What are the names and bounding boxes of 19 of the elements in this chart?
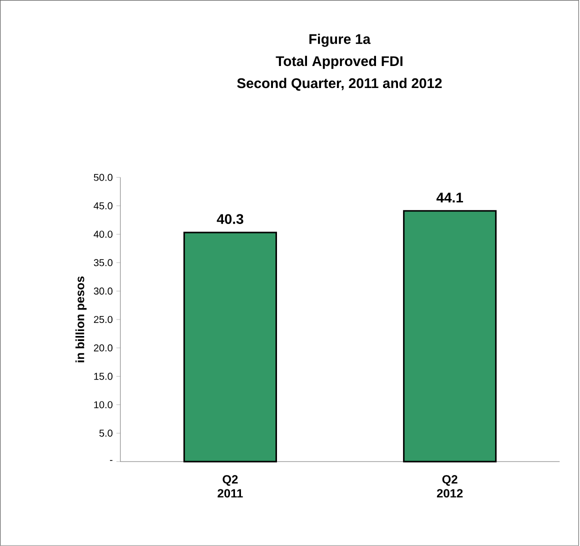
y-tick-label: 35.0 xyxy=(94,259,112,266)
y-tick-label: 5.0 xyxy=(99,430,112,437)
y-tick-label: 40.0 xyxy=(94,230,112,238)
data-label: 40.3 xyxy=(216,214,244,224)
y-axis-title: in billion pesos xyxy=(75,276,87,362)
y-tick-label: 45.0 xyxy=(94,202,112,210)
x-tick-label: Q2 2011 xyxy=(218,475,243,498)
y-tick-label: 25.0 xyxy=(94,316,112,324)
chart-title: Figure 1a xyxy=(309,34,371,47)
y-tick-label: - xyxy=(110,460,112,461)
data-label: 44.1 xyxy=(436,192,464,202)
y-tick-label: 20.0 xyxy=(94,344,112,352)
text: Second Quarter, 2011 and 2012 xyxy=(237,78,442,91)
chart-subtitle: Total Approved FDI xyxy=(276,56,402,69)
y-tick-label: 50.0 xyxy=(94,174,112,181)
x-tick-label: Q2 2012 xyxy=(436,475,463,498)
y-tick-label: 10.0 xyxy=(94,401,112,408)
y-tick-label: 15.0 xyxy=(94,372,112,380)
y-tick-label: 30.0 xyxy=(94,288,112,295)
